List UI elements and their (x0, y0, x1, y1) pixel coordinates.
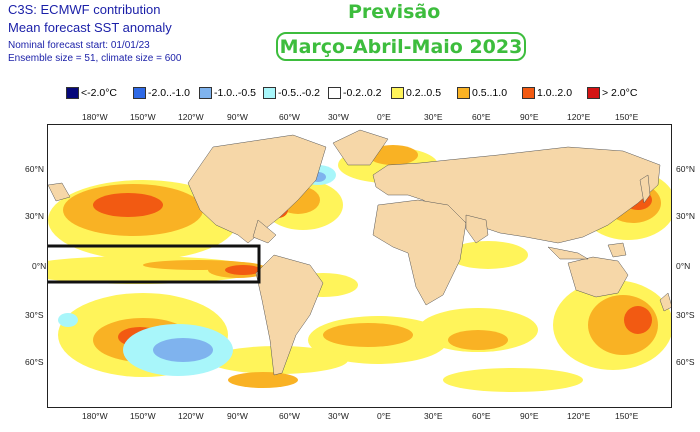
lat-label: 60°S (676, 357, 695, 367)
legend-label: > 2.0°C (602, 87, 638, 99)
lon-label: 90°E (520, 411, 539, 421)
lat-label: 0°N (676, 261, 691, 271)
sst-anomaly-map (47, 124, 672, 408)
lon-label: 30°W (328, 411, 349, 421)
legend-swatch (391, 87, 404, 99)
lon-label: 150°W (130, 112, 156, 122)
header-forecast-start: Nominal forecast start: 01/01/23 (8, 40, 150, 51)
legend-swatch (66, 87, 79, 99)
legend-label: -1.0..-0.5 (214, 87, 257, 99)
legend-label: -0.2..0.2 (343, 87, 382, 99)
legend-swatch (587, 87, 600, 99)
lon-label: 120°E (567, 112, 591, 122)
lon-label: 180°W (82, 411, 108, 421)
period-box: Março-Abril-Maio 2023 (276, 32, 526, 61)
legend-swatch (263, 87, 276, 99)
legend-label: 0.5..1.0 (472, 87, 508, 99)
header-variable: Mean forecast SST anomaly (8, 20, 172, 35)
header-model: C3S: ECMWF contribution (8, 2, 161, 17)
legend-swatch (522, 87, 535, 99)
lon-label: 90°W (227, 112, 248, 122)
lon-label: 30°E (424, 411, 443, 421)
legend-label: -2.0..-1.0 (148, 87, 191, 99)
lon-label: 0°E (377, 411, 391, 421)
lon-label: 180°W (82, 112, 108, 122)
lon-label: 0°E (377, 112, 391, 122)
lat-label: 60°N (25, 164, 44, 174)
lat-label: 0°N (32, 261, 47, 271)
lat-label: 30°S (676, 310, 695, 320)
lon-label: 120°W (178, 411, 204, 421)
forecast-title: Previsão (348, 1, 441, 23)
lon-label: 90°E (520, 112, 539, 122)
legend-swatch (328, 87, 341, 99)
lon-label: 60°E (472, 411, 491, 421)
period-label: Março-Abril-Maio 2023 (279, 35, 523, 58)
lon-label: 30°E (424, 112, 443, 122)
lon-label: 60°E (472, 112, 491, 122)
lon-label: 150°E (615, 411, 639, 421)
legend-label: 1.0..2.0 (537, 87, 573, 99)
lat-label: 30°N (676, 211, 695, 221)
lon-label: 150°E (615, 112, 639, 122)
lon-label: 30°W (328, 112, 349, 122)
lon-label: 150°W (130, 411, 156, 421)
legend-label: -0.5..-0.2 (278, 87, 321, 99)
land (48, 129, 671, 376)
header-ensemble: Ensemble size = 51, climate size = 600 (8, 53, 182, 64)
lon-label: 120°W (178, 112, 204, 122)
lon-label: 60°W (279, 112, 300, 122)
lon-label: 120°E (567, 411, 591, 421)
nino-region-box (48, 244, 261, 284)
lat-label: 60°N (676, 164, 695, 174)
legend-label: <-2.0°C (81, 87, 118, 99)
legend-swatch (457, 87, 470, 99)
lon-label: 90°W (227, 411, 248, 421)
lat-label: 60°S (25, 357, 44, 367)
legend-swatch (133, 87, 146, 99)
lat-label: 30°N (25, 211, 44, 221)
map-canvas (48, 129, 671, 392)
legend-swatch (199, 87, 212, 99)
lat-label: 30°S (25, 310, 44, 320)
lon-label: 60°W (279, 411, 300, 421)
legend-label: 0.2..0.5 (406, 87, 442, 99)
